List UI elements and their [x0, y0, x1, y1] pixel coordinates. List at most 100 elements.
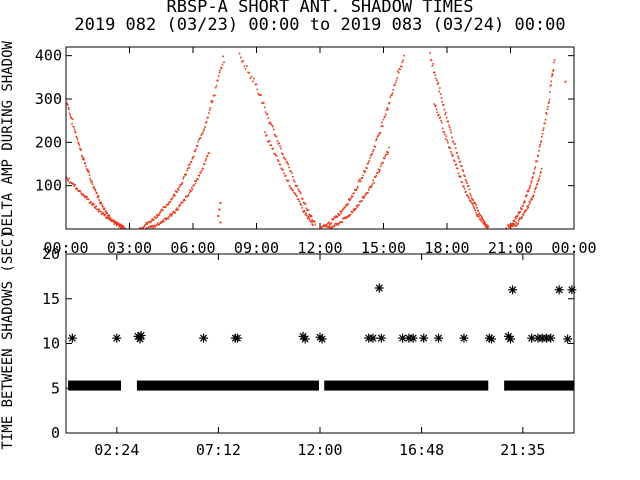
top-data-dot [89, 179, 92, 182]
top-data-dot [384, 155, 387, 157]
top-data-dot [305, 207, 308, 210]
top-data-dot [306, 214, 308, 217]
top-data-dot [282, 156, 285, 159]
top-data-dot [208, 109, 211, 111]
top-data-dot [66, 102, 69, 105]
top-data-dot [527, 206, 530, 208]
top-data-dot [102, 205, 104, 208]
top-data-dot [155, 217, 157, 219]
top-data-dot [545, 113, 548, 115]
asterisk-stroke [564, 335, 572, 343]
top-data-dot [274, 152, 276, 155]
top-data-dot [290, 187, 293, 190]
top-data-dot [291, 188, 293, 191]
top-ytick-label: 100 [35, 177, 62, 195]
top-data-dot [84, 162, 87, 165]
top-data-dot [476, 206, 478, 209]
top-data-dot [328, 221, 330, 224]
top-data-dot [457, 157, 460, 160]
top-data-dot [346, 216, 349, 218]
top-data-dot [103, 208, 105, 210]
top-data-dot [456, 167, 459, 170]
top-data-dot [480, 215, 483, 218]
top-data-dot [532, 176, 534, 178]
top-data-dot [383, 157, 386, 160]
top-data-dot [381, 121, 383, 124]
top-data-dot [283, 172, 285, 175]
top-data-dot [362, 195, 365, 198]
top-data-dot [483, 220, 486, 223]
top-data-dot [189, 189, 192, 191]
top-data-dot [477, 210, 480, 212]
top-data-dot [149, 225, 152, 228]
top-data-dot [352, 209, 355, 212]
top-data-dot [402, 59, 404, 62]
top-data-dot [517, 222, 519, 225]
bottom-band-segment [136, 380, 319, 391]
top-data-dot [89, 177, 91, 180]
top-data-dot [151, 224, 154, 227]
bottom-xtick-label: 12:00 [297, 441, 342, 459]
top-data-dot [448, 124, 450, 127]
top-data-dot [515, 217, 518, 220]
top-data-dot [349, 198, 352, 201]
top-data-dot [304, 203, 307, 205]
top-data-dot [80, 154, 83, 157]
top-data-dot [385, 109, 388, 111]
bottom-xtick-label: 07:12 [196, 441, 241, 459]
top-data-dot [436, 79, 438, 82]
top-xtick-label: 15:00 [361, 239, 406, 257]
top-data-dot [301, 207, 303, 209]
top-xtick-label: 21:00 [488, 239, 533, 257]
top-data-dot [120, 223, 122, 226]
top-data-dot [433, 71, 436, 74]
top-data-dot [356, 186, 359, 188]
top-data-dot [441, 100, 443, 103]
top-data-dot [168, 215, 170, 218]
top-data-dot [280, 147, 282, 150]
top-data-dot [100, 213, 103, 216]
asterisk-stroke [434, 334, 443, 342]
bottom-band-segment [68, 380, 122, 391]
top-data-dot [174, 212, 176, 214]
top-data-dot [347, 198, 350, 200]
top-data-dot [116, 223, 119, 226]
top-data-dot [535, 186, 538, 189]
top-data-dot [94, 190, 97, 192]
top-data-dot [448, 126, 451, 129]
top-data-dot [202, 130, 205, 132]
top-data-dot [368, 160, 370, 162]
top-data-dot [536, 160, 538, 163]
top-data-dot [270, 144, 273, 146]
top-data-dot [280, 167, 283, 170]
top-data-dot [374, 146, 376, 148]
top-data-dot [70, 116, 72, 119]
top-data-dot [246, 65, 248, 67]
top-data-dot [394, 84, 396, 86]
top-data-dot [120, 225, 123, 228]
top-data-dot [190, 161, 193, 163]
top-data-dot [254, 83, 257, 86]
top-data-dot [467, 195, 470, 198]
top-data-dot [285, 174, 287, 177]
top-data-dot [238, 52, 241, 55]
top-data-dot [159, 210, 162, 213]
top-data-dot [443, 108, 446, 111]
bottom-data-point [112, 333, 122, 343]
top-data-dot [195, 180, 198, 182]
top-data-dot [177, 189, 180, 191]
top-data-dot [85, 165, 87, 168]
top-data-dot [67, 180, 70, 182]
top-data-dot [289, 170, 291, 172]
top-data-dot [205, 158, 207, 160]
top-data-dot [537, 179, 540, 182]
top-data-dot [438, 90, 440, 93]
top-data-dot [195, 148, 197, 151]
top-data-dot [437, 81, 440, 84]
top-data-dot [82, 157, 85, 159]
top-data-dot [327, 222, 330, 225]
top-data-dot [474, 209, 476, 211]
top-data-dot [372, 179, 375, 182]
top-data-dot [553, 61, 555, 64]
